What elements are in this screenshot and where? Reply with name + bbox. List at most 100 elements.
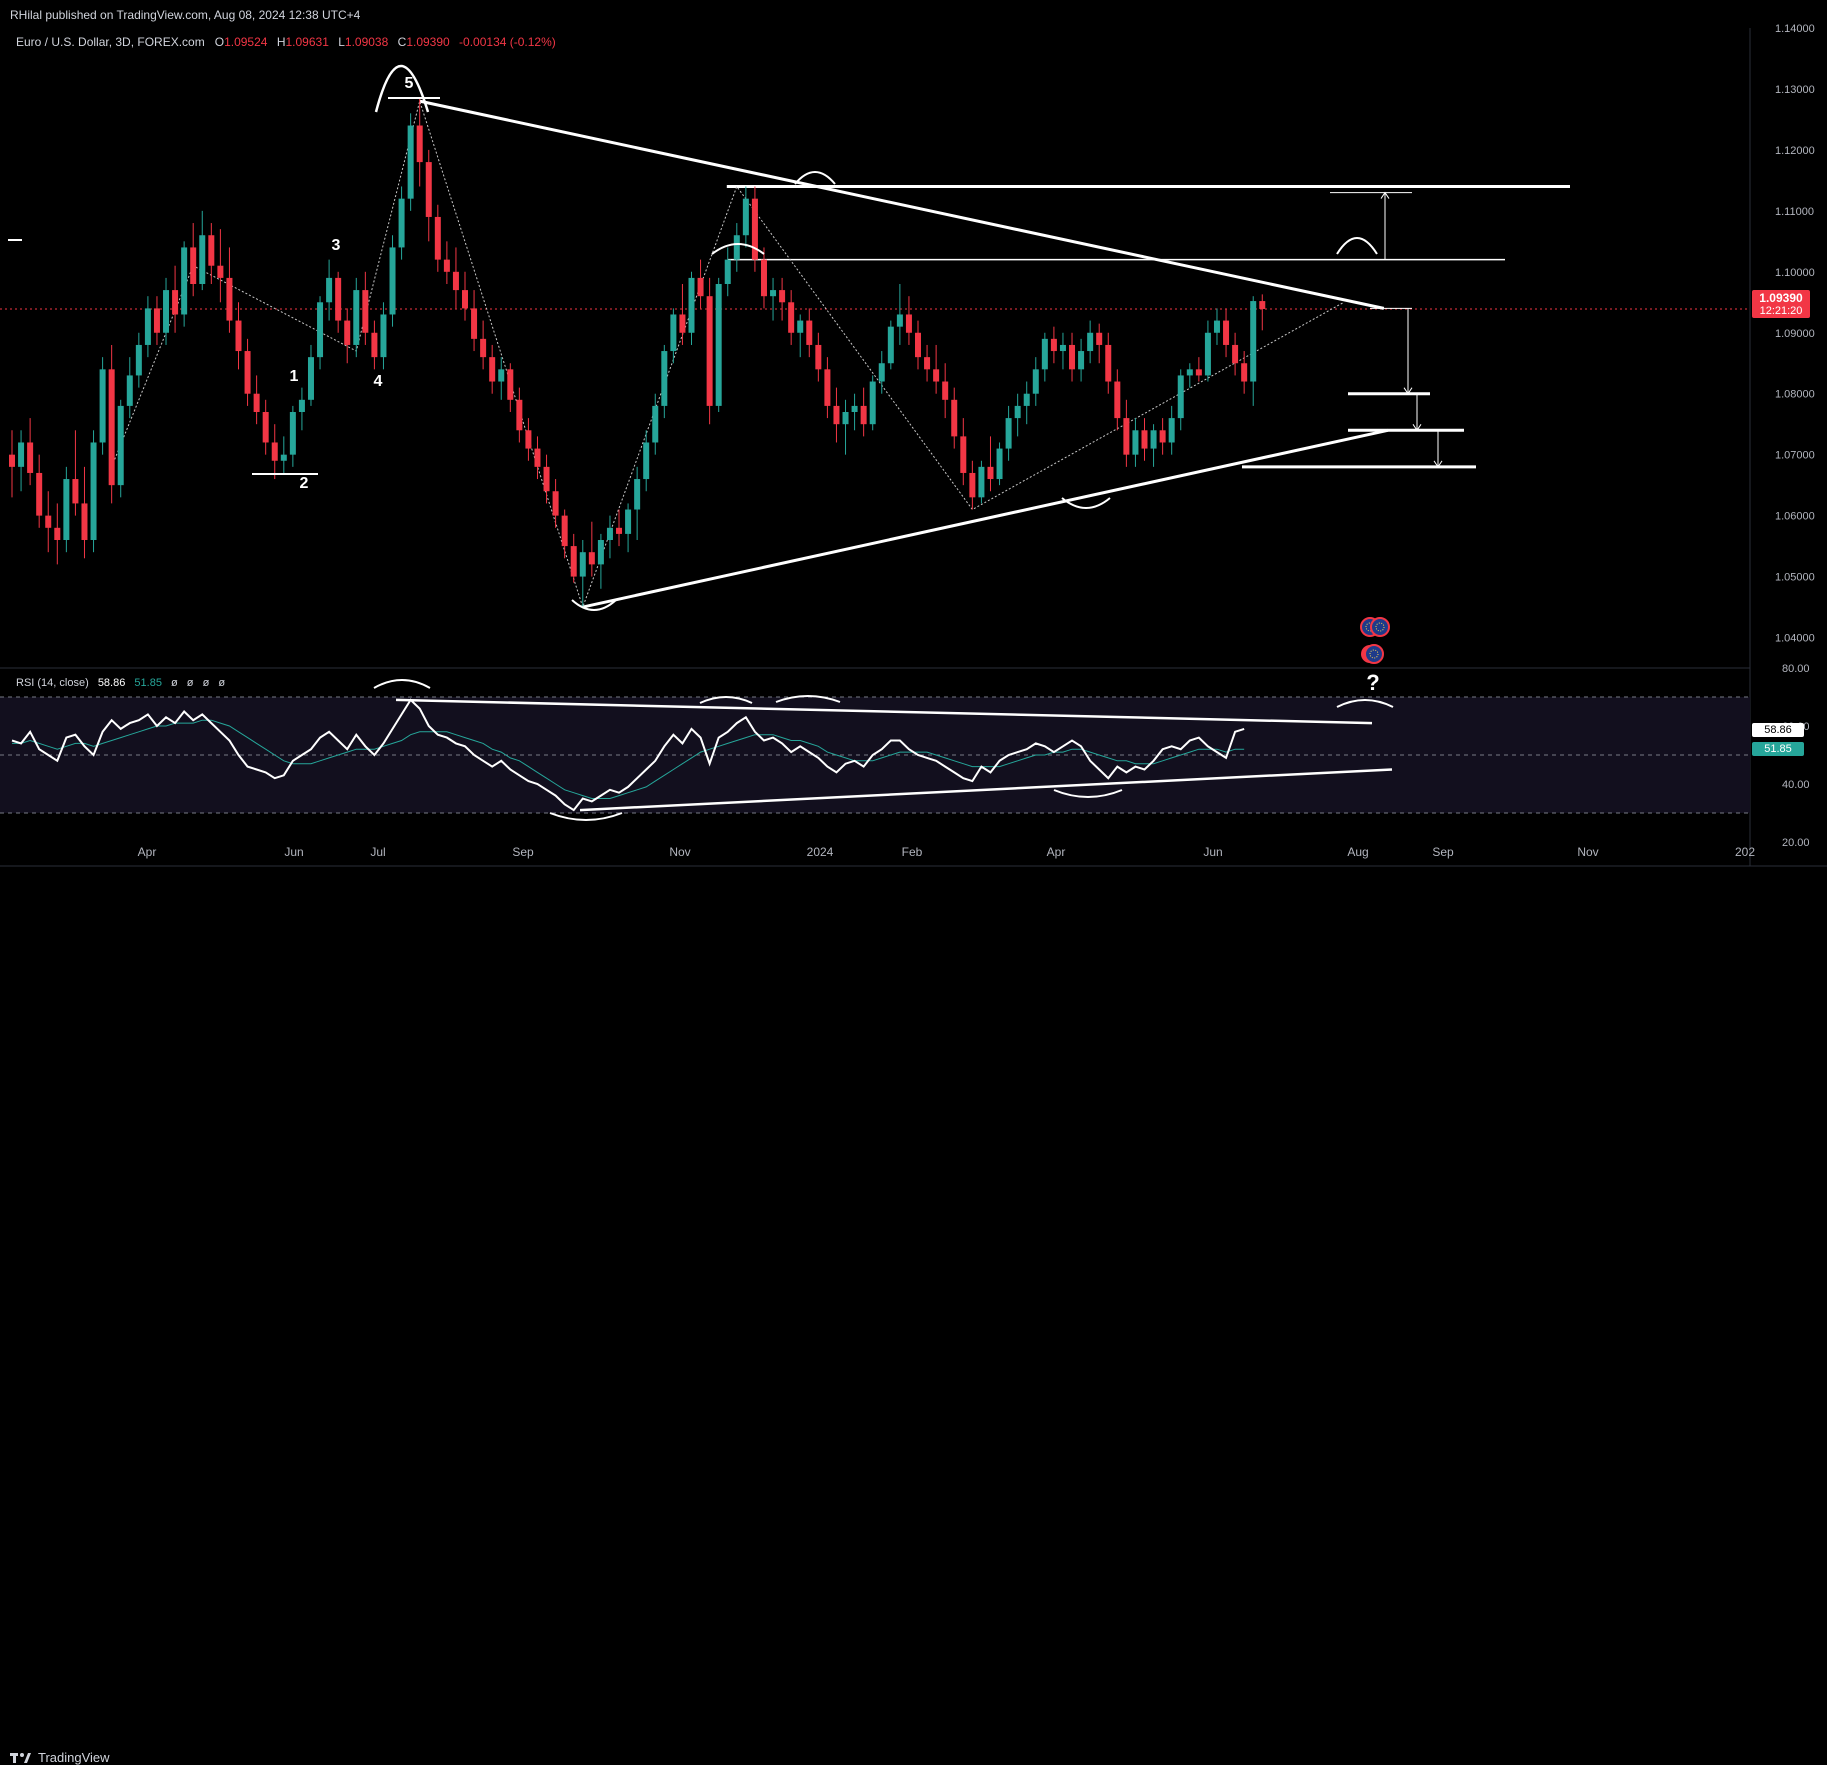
- candle-body: [507, 369, 514, 400]
- candle: [733, 223, 740, 272]
- rsi-tick-label: 80.00: [1782, 663, 1810, 675]
- candle-body: [525, 430, 532, 449]
- candle: [144, 296, 151, 358]
- candle-body: [770, 290, 777, 297]
- candle-body: [317, 302, 324, 358]
- candle: [1168, 405, 1175, 455]
- candle: [869, 375, 876, 431]
- rsi-layer: [0, 696, 1750, 814]
- candle: [570, 533, 577, 583]
- wave-zigzag-line: [111, 99, 1345, 609]
- candle-body: [815, 344, 822, 370]
- candle-body: [679, 314, 686, 333]
- target-down-arrow-1-head: [1403, 387, 1413, 395]
- candle-body: [742, 198, 749, 236]
- candle: [54, 503, 61, 565]
- candle: [1177, 369, 1184, 431]
- candle-body: [779, 290, 786, 303]
- candle-body: [552, 491, 559, 516]
- bottom-bar: TradingView: [0, 872, 1827, 1765]
- candle-body: [489, 357, 496, 382]
- rsi-ma-value: 51.85: [134, 677, 162, 689]
- candle: [362, 271, 369, 345]
- candle: [289, 405, 296, 467]
- candle: [833, 387, 840, 443]
- candle: [117, 399, 124, 498]
- candle-body: [335, 277, 342, 321]
- symbol-legend[interactable]: Euro / U.S. Dollar, 3D, FOREX.com O1.095…: [16, 35, 562, 49]
- candle-body: [1014, 405, 1021, 419]
- candle: [1159, 418, 1166, 455]
- candle-body: [289, 412, 296, 455]
- candle-body: [1141, 430, 1148, 449]
- candle-body: [1223, 320, 1230, 345]
- candle: [253, 375, 260, 425]
- last-price-value: 1.09390: [1759, 291, 1803, 305]
- candle: [1096, 323, 1103, 364]
- candle-body: [244, 351, 251, 394]
- rsi-legend[interactable]: RSI (14, close) 58.86 51.85 ø ø ø ø: [16, 677, 225, 689]
- candle-body: [760, 259, 767, 297]
- candle: [1041, 332, 1048, 382]
- candle: [407, 113, 414, 211]
- candle: [597, 533, 604, 589]
- candle-body: [597, 540, 604, 565]
- candle: [924, 344, 931, 382]
- candle-body: [1195, 369, 1202, 376]
- candle-body: [833, 405, 840, 425]
- aug-top-arc: [1336, 237, 1378, 255]
- candle-body: [81, 503, 88, 540]
- candle-body: [344, 320, 351, 345]
- candle: [480, 320, 487, 370]
- brand[interactable]: TradingView: [10, 1750, 110, 1765]
- candle: [969, 460, 976, 510]
- candle: [90, 430, 97, 553]
- candle-body: [579, 552, 586, 577]
- candle-body: [987, 466, 994, 480]
- candle-body: [471, 308, 478, 339]
- candle-body: [806, 320, 813, 345]
- candle-body: [625, 509, 632, 534]
- candle-body: [262, 412, 269, 443]
- chart-canvas[interactable]: 1.04000 1.05000 1.06000 1.07000 1.08000 1.090…: [0, 0, 1827, 902]
- candle: [326, 259, 333, 321]
- open-value: 1.09524: [224, 35, 268, 49]
- candle: [1050, 326, 1057, 364]
- candle-body: [326, 277, 333, 303]
- candles-layer: [9, 98, 1266, 608]
- wave-label-3: 3: [332, 237, 341, 254]
- candle: [172, 265, 179, 333]
- question-mark-label: ?: [1366, 670, 1379, 695]
- candle: [634, 466, 641, 540]
- candle: [788, 290, 795, 345]
- candle-body: [27, 442, 34, 473]
- candle-body: [425, 162, 432, 217]
- candle-body: [634, 479, 641, 510]
- us-event-icon-ring: [1364, 644, 1384, 664]
- candle: [1204, 320, 1211, 382]
- candle-body: [751, 198, 758, 260]
- candle: [1223, 308, 1230, 358]
- candle: [317, 296, 324, 370]
- candle-body: [543, 466, 550, 492]
- candle: [1232, 332, 1239, 376]
- candle: [770, 277, 777, 321]
- candle-body: [697, 277, 704, 297]
- rsi-apr-arc: [1053, 789, 1123, 798]
- nov-top-arc: [711, 243, 765, 255]
- candle-body: [181, 247, 188, 315]
- top-bar: RHilal published on TradingView.com, Aug…: [0, 0, 1827, 28]
- candle: [353, 277, 360, 358]
- rsi-tag-value: 58.86: [1764, 724, 1792, 736]
- candle-body: [380, 314, 387, 358]
- candle-body: [18, 442, 25, 467]
- rsi-nov-arc: [699, 696, 753, 704]
- symbol-name: Euro / U.S. Dollar, 3D, FOREX.com: [16, 35, 205, 49]
- target-up-arrow-head: [1380, 191, 1390, 199]
- candle-body: [652, 405, 659, 443]
- candle: [697, 259, 704, 309]
- candle: [561, 509, 568, 559]
- candle: [1123, 399, 1130, 467]
- candle-body: [1204, 332, 1211, 376]
- annotation-layer: 1 2 3 4 5?: [8, 65, 1394, 821]
